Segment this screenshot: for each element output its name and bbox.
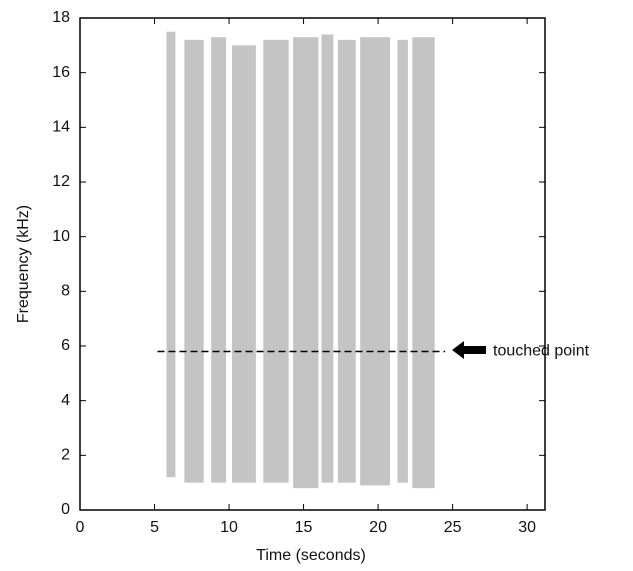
burst — [211, 37, 227, 483]
x-tick-label: 30 — [518, 519, 536, 536]
annotation-arrow — [452, 341, 486, 359]
burst — [360, 37, 390, 486]
burst — [412, 37, 435, 489]
y-tick-label: 4 — [61, 392, 70, 409]
burst — [263, 39, 289, 483]
plot-frame — [79, 17, 546, 511]
y-tick-label: 8 — [61, 283, 70, 300]
y-tick-label: 6 — [61, 337, 70, 354]
x-tick-label: 15 — [295, 519, 313, 536]
x-tick-label: 5 — [150, 519, 159, 536]
burst — [184, 39, 204, 483]
y-axis-label: Frequency (kHz) — [15, 205, 32, 323]
y-tick-label: 14 — [52, 119, 70, 136]
burst — [321, 34, 334, 483]
burst — [166, 31, 176, 478]
y-tick-label: 12 — [52, 173, 70, 190]
x-tick-label: 20 — [369, 519, 387, 536]
burst — [337, 39, 356, 483]
x-tick-label: 0 — [76, 519, 85, 536]
y-tick-label: 16 — [52, 64, 70, 81]
burst — [232, 45, 256, 483]
x-axis-label: Time (seconds) — [256, 547, 366, 564]
y-tick-label: 10 — [52, 228, 70, 245]
burst — [293, 37, 319, 489]
x-tick-label: 25 — [444, 519, 462, 536]
annotation-label: touched point — [493, 343, 590, 360]
x-tick-label: 10 — [220, 519, 238, 536]
y-tick-label: 2 — [61, 447, 70, 464]
burst — [397, 39, 408, 483]
y-tick-label: 0 — [61, 501, 70, 518]
y-tick-label: 18 — [52, 9, 70, 26]
